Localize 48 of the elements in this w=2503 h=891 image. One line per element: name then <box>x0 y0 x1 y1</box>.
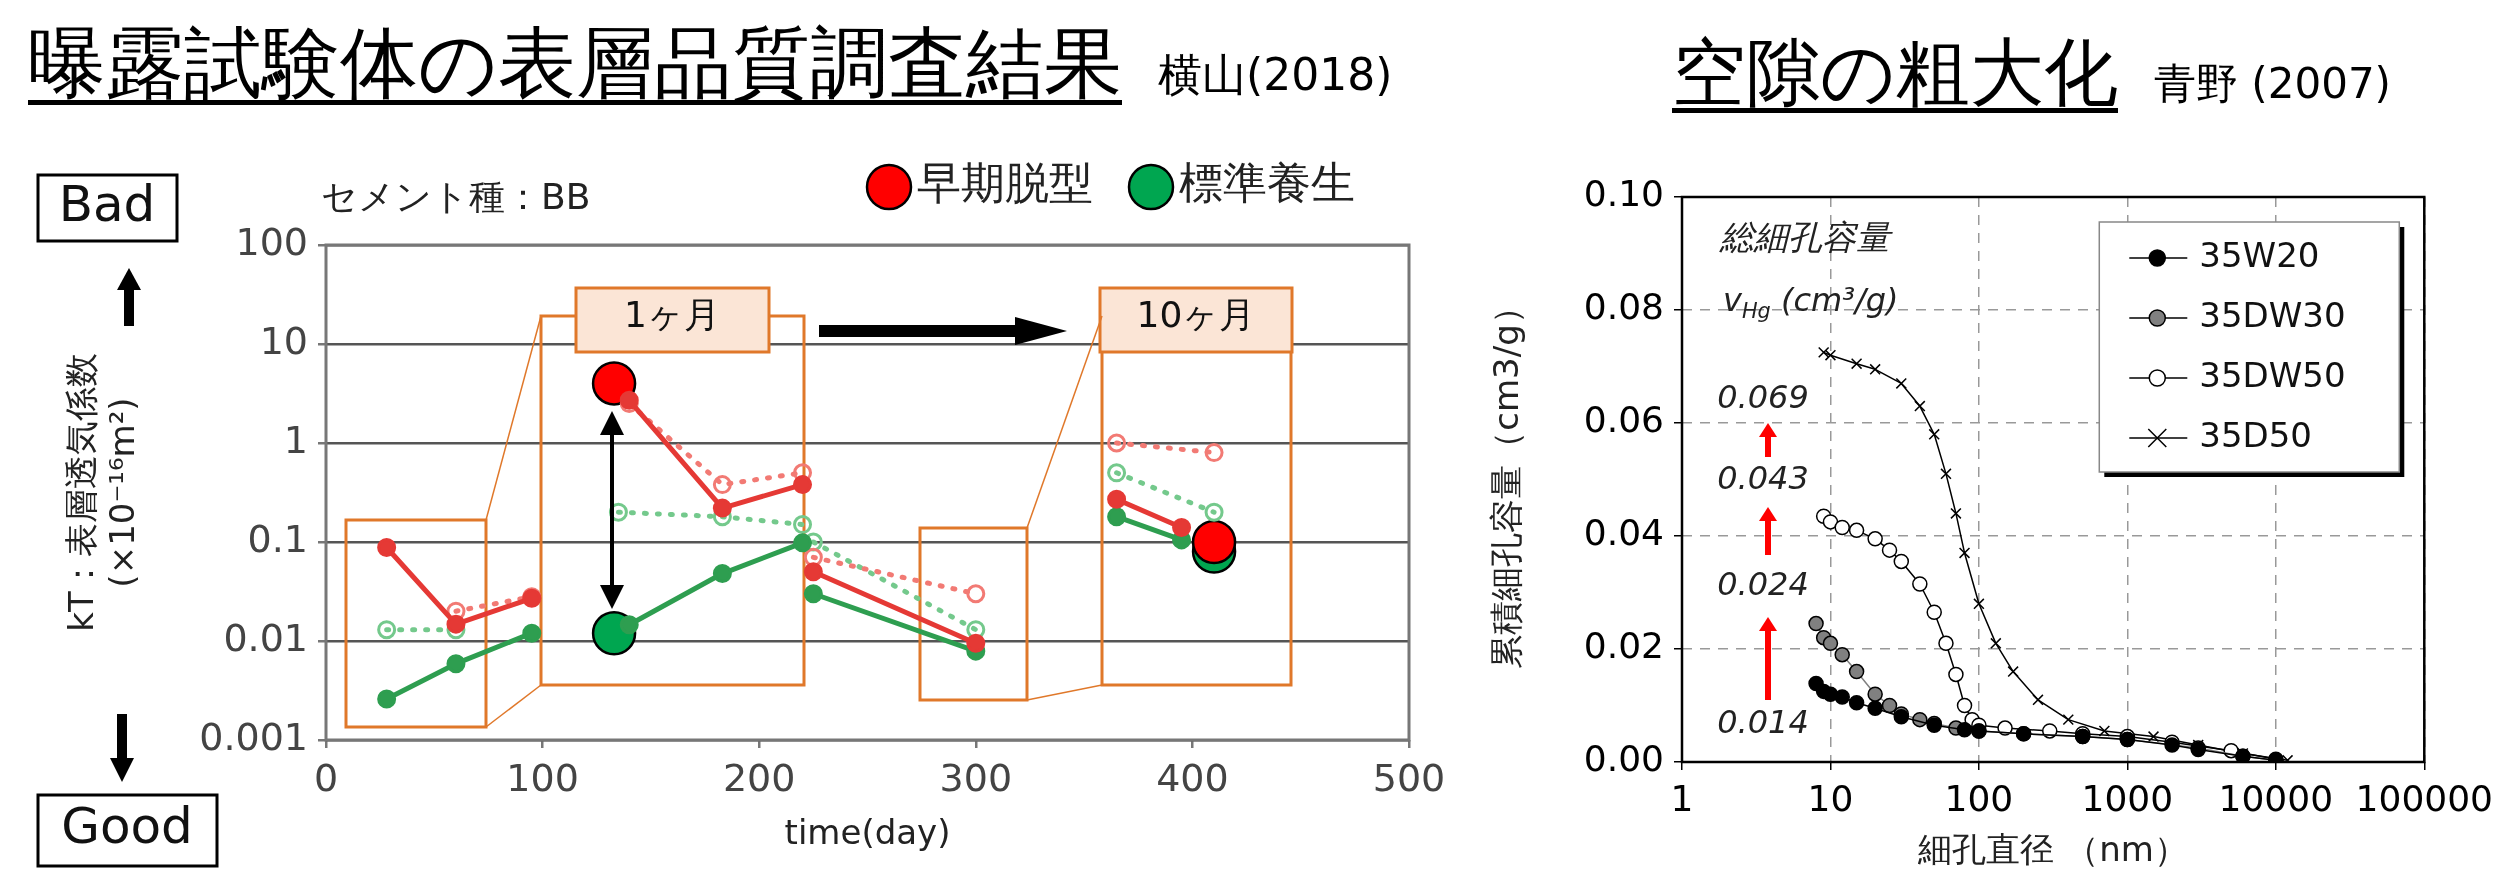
x-tick-label: 300 <box>939 755 1013 800</box>
x-tick-label: 1 <box>1670 777 1694 819</box>
chart-title: 曝露試験体の表層品質調査結果 <box>28 18 1122 108</box>
x-tick-label: 100 <box>506 755 579 800</box>
legend-label: 35D50 <box>2199 414 2313 455</box>
annotation: 0.024 <box>1717 565 1809 604</box>
chart-title: 空隙の粗大化 <box>1672 29 2118 115</box>
x-tick-label: 1000 <box>2081 777 2174 819</box>
annotation: 0.069 <box>1717 378 1809 417</box>
y-axis-title: kT：表層透気係数 (×10⁻¹⁶m²) <box>61 353 143 632</box>
y-tick-label: 0.06 <box>1583 399 1664 441</box>
y-tick-label: 0.08 <box>1583 286 1664 328</box>
x-tick-label: 400 <box>1156 755 1229 800</box>
x-tick-label: 200 <box>722 755 796 800</box>
text: セメント種：BB <box>321 176 591 218</box>
x-axis-title: time(day) <box>784 812 951 853</box>
chart-subtitle: 青野 (2007) <box>2154 59 2392 108</box>
y-tick-label: 0.04 <box>1583 512 1664 554</box>
y-tick-label: 0.01 <box>223 615 308 660</box>
y-tick-label: 0.00 <box>1583 738 1664 780</box>
legend-label: 標準養生 <box>1179 157 1355 209</box>
x-tick-label: 0 <box>313 755 339 800</box>
text: Bad <box>58 174 156 233</box>
chart-subtitle: 横山(2018) <box>1158 49 1393 100</box>
legend-label: 35W20 <box>2199 234 2320 275</box>
y-tick-label: 10 <box>259 318 308 363</box>
legend-label: 早期脱型 <box>917 157 1093 209</box>
annotation: 1ヶ月 <box>624 294 720 336</box>
text: Good <box>61 796 193 855</box>
annotation: 総細孔容量 <box>1719 216 1893 257</box>
annotation: 10ヶ月 <box>1136 294 1256 336</box>
x-tick-label: 100000 <box>2355 777 2494 819</box>
y-tick-label: 0.1 <box>247 516 308 561</box>
annotation: 0.043 <box>1717 459 1809 498</box>
annotation: 0.014 <box>1717 703 1809 742</box>
legend-label: 35DW50 <box>2199 354 2346 395</box>
y-tick-label: 0.02 <box>1583 625 1664 667</box>
x-tick-label: 100 <box>1944 777 2014 819</box>
x-tick-label: 500 <box>1372 755 1446 800</box>
x-tick-label: 10 <box>1807 777 1854 819</box>
legend-label: 35DW30 <box>2199 294 2346 335</box>
y-tick-label: 0.001 <box>199 714 308 759</box>
y-axis-title: 累積細孔容量（cm3/g） <box>1486 290 1527 669</box>
x-tick-label: 10000 <box>2218 777 2334 819</box>
x-axis-title: 細孔直径 （nm） <box>1917 829 2188 870</box>
y-tick-label: 0.10 <box>1583 173 1664 215</box>
y-tick-label: 100 <box>235 219 308 264</box>
y-tick-label: 1 <box>283 417 308 462</box>
